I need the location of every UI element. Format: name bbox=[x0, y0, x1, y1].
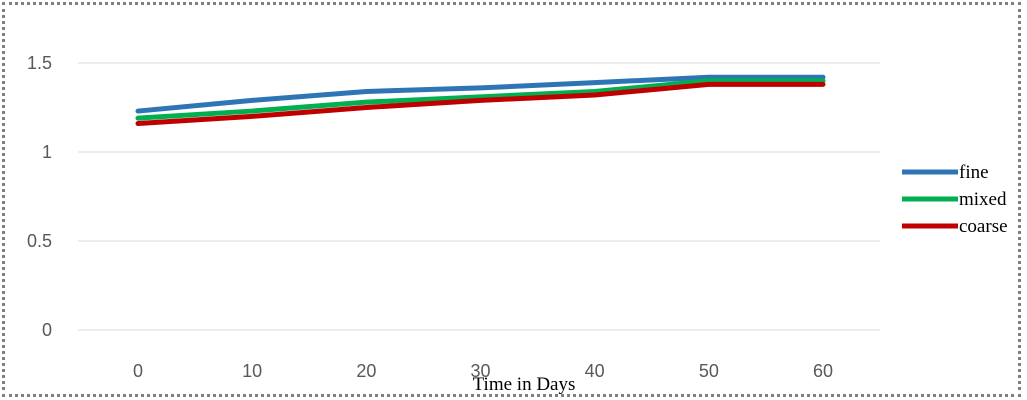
x-tick-label: 30 bbox=[470, 361, 490, 381]
x-tick-label: 60 bbox=[813, 361, 833, 381]
y-axis-ticks: 0 0.5 1 1.5 bbox=[27, 53, 52, 340]
gridlines bbox=[78, 62, 880, 331]
series-line-mixed bbox=[135, 78, 826, 121]
legend: fine mixed coarse bbox=[902, 162, 1008, 237]
series-lines bbox=[135, 74, 826, 127]
x-axis-ticks: 0 10 20 30 40 50 60 bbox=[133, 361, 833, 381]
legend-label: fine bbox=[959, 162, 989, 183]
x-tick-label: 0 bbox=[133, 361, 143, 381]
chart-frame bbox=[2, 2, 1021, 397]
legend-item-coarse: coarse bbox=[902, 216, 1008, 237]
x-tick-label: 40 bbox=[585, 361, 605, 381]
legend-label: coarse bbox=[959, 216, 1008, 237]
legend-item-fine: fine bbox=[902, 162, 989, 183]
x-axis-title: Time in Days bbox=[473, 374, 576, 395]
x-tick-label: 10 bbox=[242, 361, 262, 381]
legend-label: mixed bbox=[959, 189, 1007, 210]
x-tick-label: 50 bbox=[699, 361, 719, 381]
legend-item-mixed: mixed bbox=[902, 189, 1007, 210]
x-tick-label: 20 bbox=[356, 361, 376, 381]
series-line-fine bbox=[135, 74, 826, 114]
y-tick-label: 1.5 bbox=[27, 53, 52, 73]
y-tick-label: 0 bbox=[42, 320, 52, 340]
series-line-coarse bbox=[135, 81, 826, 127]
y-tick-label: 0.5 bbox=[27, 231, 52, 251]
y-tick-label: 1 bbox=[42, 142, 52, 162]
